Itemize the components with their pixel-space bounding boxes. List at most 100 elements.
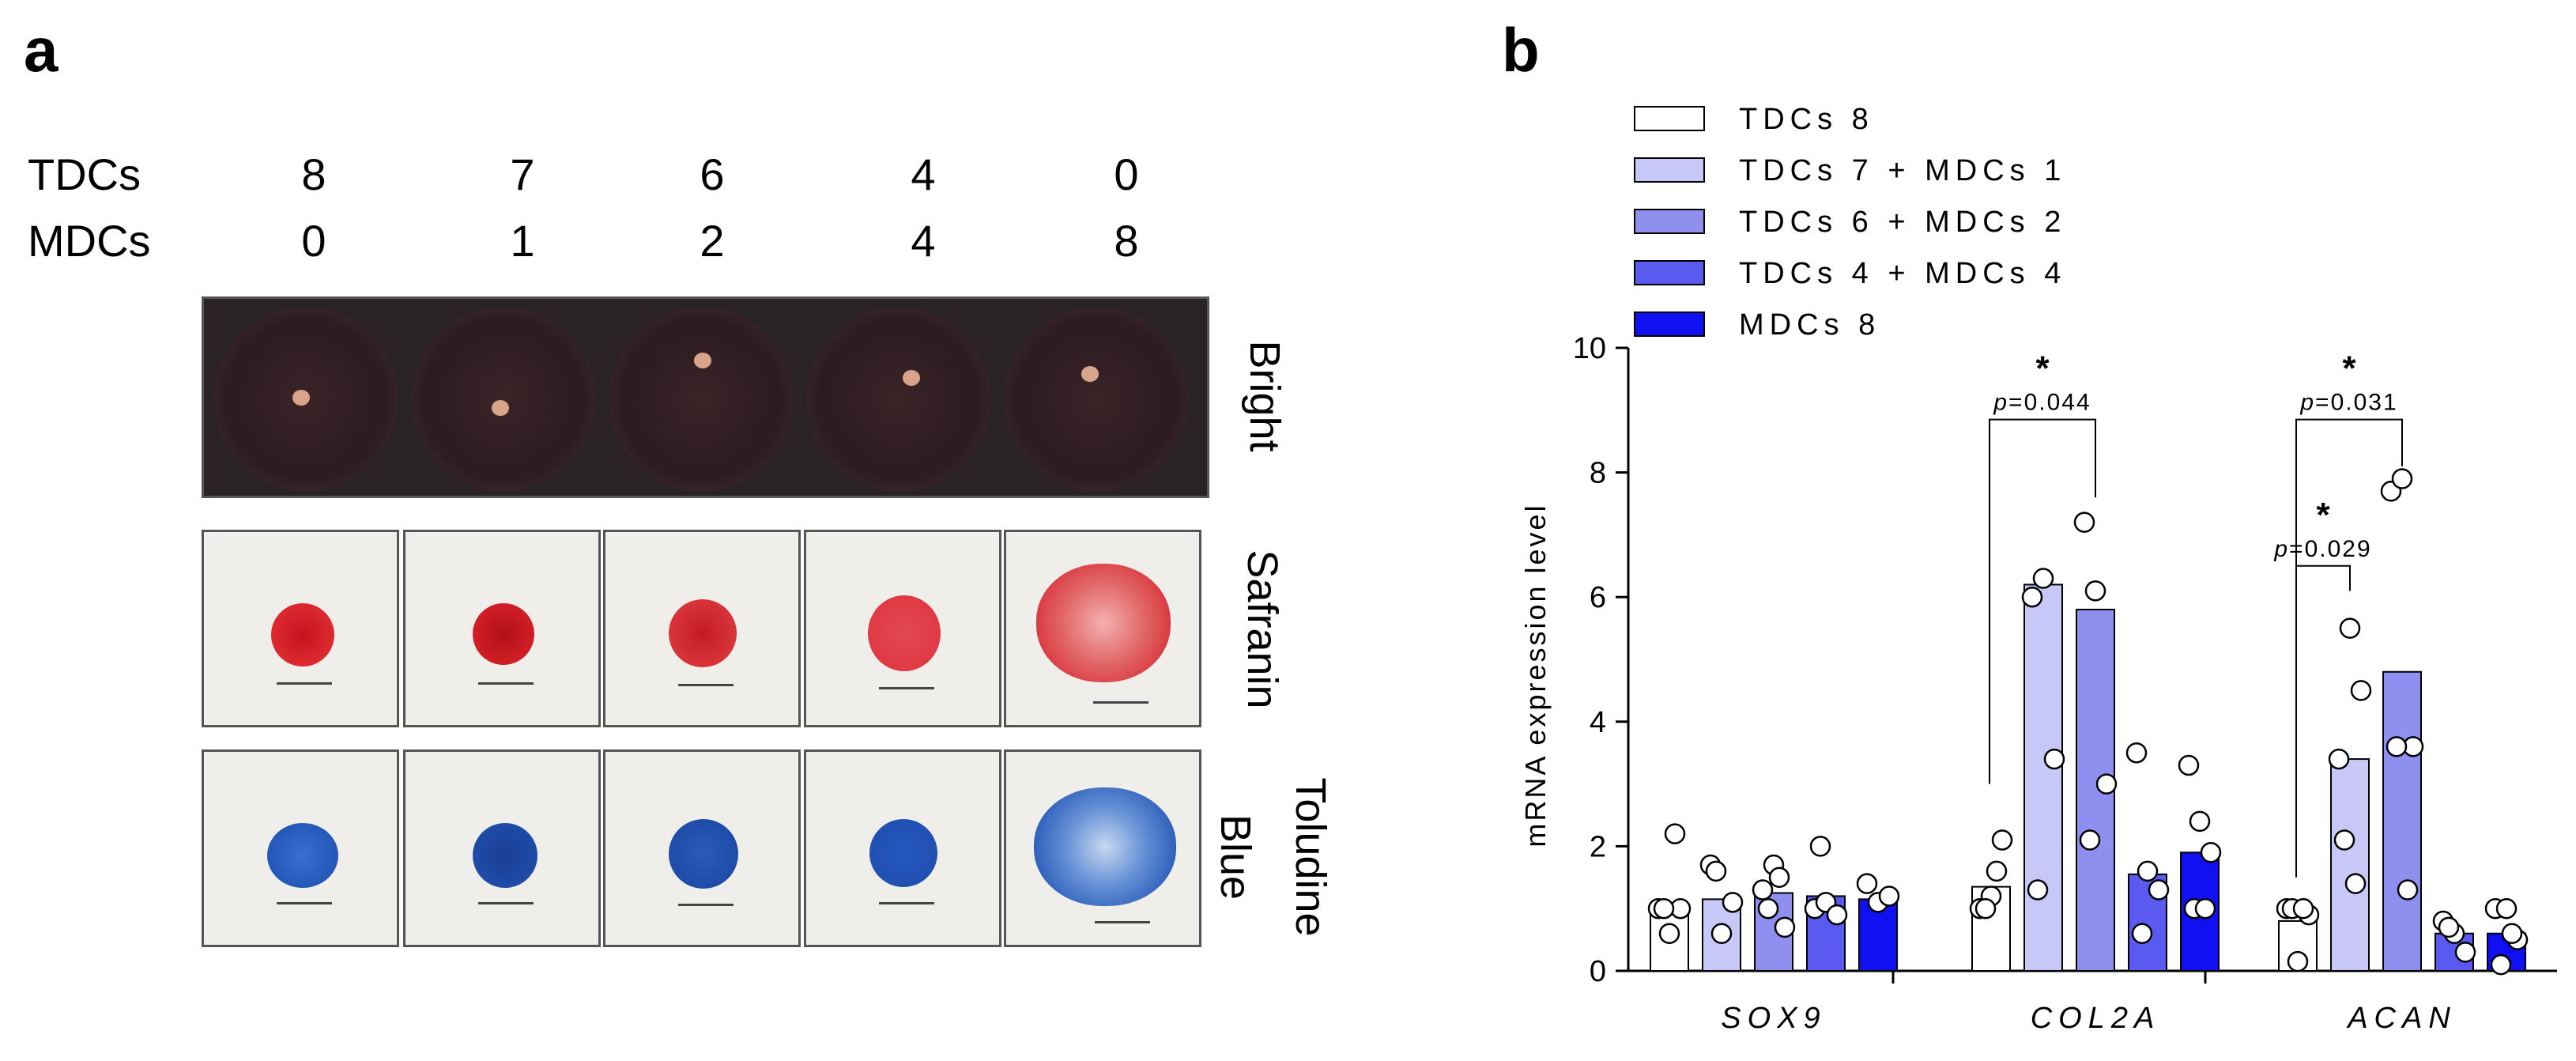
- p-value: =0.044: [2008, 390, 2091, 416]
- y-tick-label: 6: [1590, 581, 1606, 614]
- p-value-label: p=0.029: [2273, 536, 2371, 562]
- data-point: [2200, 842, 2222, 863]
- x-category-label: SOX9: [1721, 1002, 1826, 1035]
- legend-label: TDCs 6 + MDCs 2: [1739, 206, 2066, 239]
- safranin-tile: [403, 530, 601, 727]
- well: [609, 307, 794, 492]
- data-point: [1722, 892, 1744, 913]
- toluidine-tile: [804, 749, 1001, 947]
- well: [213, 307, 398, 492]
- y-tick-label: 4: [1590, 706, 1606, 739]
- data-point: [2073, 512, 2095, 533]
- data-point: [1658, 923, 1680, 944]
- data-point: [2292, 897, 2314, 919]
- legend: TDCs 8 TDCs 7 + MDCs 1 TDCs 6 + MDCs 2 TDCs…: [1634, 103, 2066, 342]
- data-point: [2194, 897, 2216, 919]
- data-point: [2287, 950, 2309, 972]
- toluidine-tile: [202, 749, 399, 947]
- y-tick-label: 0: [1590, 955, 1606, 988]
- x-category-label: COL2A: [2031, 1002, 2161, 1035]
- well: [411, 307, 596, 492]
- p-symbol: p: [2299, 390, 2315, 416]
- legend-swatch: [1634, 106, 1705, 131]
- data-point: [2344, 873, 2367, 894]
- data-point: [1878, 885, 1900, 907]
- mdcs-value: 2: [700, 216, 725, 266]
- well: [1004, 307, 1189, 492]
- data-point: [2397, 879, 2419, 901]
- legend-label: TDCs 8: [1739, 103, 1874, 136]
- tdcs-value: 7: [510, 149, 535, 199]
- significance-star: *: [2035, 349, 2050, 388]
- mdcs-value: 4: [911, 216, 936, 266]
- significance-bracket: [1989, 418, 2096, 784]
- legend-swatch: [1634, 209, 1705, 234]
- data-point: [1826, 904, 1848, 926]
- row-label-tdcs: TDCs: [28, 149, 141, 199]
- data-point: [1705, 860, 1727, 882]
- y-tick-label: 10: [1573, 332, 1606, 365]
- safranin-tile: [1004, 530, 1201, 727]
- legend-label: TDCs 7 + MDCs 1: [1739, 154, 2066, 187]
- data-point: [1856, 873, 1878, 894]
- data-point: [2148, 879, 2170, 901]
- bar: [2382, 670, 2422, 972]
- data-point: [1757, 897, 1779, 919]
- significance-bracket: [2295, 418, 2403, 878]
- data-point: [2438, 916, 2460, 938]
- p-value-label: p=0.044: [1993, 390, 2091, 416]
- legend-swatch: [1634, 157, 1705, 183]
- legend-label: TDCs 4 + MDCs 4: [1739, 257, 2066, 290]
- data-point: [1774, 916, 1796, 938]
- mdcs-value: 0: [301, 216, 326, 266]
- data-point: [2501, 923, 2523, 944]
- data-point: [2043, 748, 2065, 770]
- significance-star: *: [2316, 496, 2330, 534]
- data-point: [2454, 942, 2476, 963]
- legend-swatch: [1634, 260, 1705, 285]
- data-point: [2189, 810, 2211, 833]
- data-point: [2490, 953, 2512, 976]
- legend-swatch: [1634, 312, 1705, 337]
- x-category-label: ACAN: [2346, 1002, 2457, 1035]
- data-point: [1653, 897, 1675, 919]
- data-point: [2079, 829, 2101, 851]
- tdcs-value: 6: [700, 149, 725, 199]
- data-point: [1991, 829, 2013, 851]
- well-plate-image: [202, 296, 1209, 498]
- data-point: [2328, 748, 2350, 770]
- y-tick-label: 8: [1590, 457, 1606, 490]
- toluidine-tile: [603, 749, 801, 947]
- data-point: [2084, 580, 2106, 602]
- significance-annotations: *p=0.044*p=0.031*p=0.029: [1989, 349, 2403, 878]
- data-point: [2333, 829, 2355, 851]
- data-point: [1664, 823, 1686, 844]
- legend-label: MDCs 8: [1739, 308, 1880, 342]
- data-point: [1710, 923, 1733, 944]
- data-point: [2032, 568, 2054, 589]
- well: [806, 307, 991, 492]
- p-value-label: p=0.031: [2299, 390, 2397, 416]
- safranin-tile: [202, 530, 399, 727]
- safranin-tile: [603, 530, 801, 727]
- data-point: [1768, 867, 1790, 889]
- data-point: [2125, 742, 2148, 764]
- bar: [2330, 758, 2370, 972]
- p-value: =0.029: [2289, 536, 2372, 562]
- data-point: [2095, 773, 2118, 795]
- safranin-tile: [804, 530, 1001, 727]
- toluidine-tile: [403, 749, 601, 947]
- data-point: [2178, 754, 2200, 776]
- data-points: [1647, 468, 2529, 976]
- data-point: [2021, 586, 2043, 608]
- data-point: [2027, 879, 2049, 901]
- mdcs-value: 1: [510, 216, 535, 266]
- panel-a-letter: a: [24, 15, 58, 85]
- data-point: [2137, 860, 2159, 882]
- mdcs-value: 8: [1114, 216, 1139, 266]
- p-value: =0.031: [2315, 390, 2398, 416]
- p-symbol: p: [2273, 536, 2289, 562]
- data-point: [1752, 879, 1774, 901]
- data-point: [1809, 836, 1831, 857]
